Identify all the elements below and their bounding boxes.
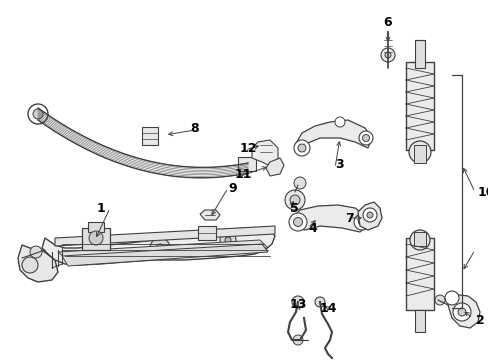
- Polygon shape: [294, 120, 371, 155]
- Circle shape: [358, 219, 365, 225]
- Circle shape: [220, 232, 236, 248]
- Circle shape: [28, 104, 48, 124]
- Polygon shape: [55, 226, 274, 246]
- Bar: [413, 232, 425, 246]
- Text: 6: 6: [383, 15, 391, 28]
- Circle shape: [285, 190, 305, 210]
- Bar: [413, 145, 425, 163]
- Circle shape: [414, 147, 424, 157]
- Circle shape: [362, 135, 369, 141]
- Text: 2: 2: [475, 314, 484, 327]
- Circle shape: [334, 117, 345, 127]
- Circle shape: [358, 131, 372, 145]
- Circle shape: [289, 195, 299, 205]
- Circle shape: [288, 213, 306, 231]
- Circle shape: [292, 335, 303, 345]
- Text: 8: 8: [190, 122, 198, 135]
- Polygon shape: [18, 245, 58, 282]
- Polygon shape: [251, 140, 278, 166]
- Bar: [414, 310, 424, 332]
- Polygon shape: [265, 158, 284, 176]
- Bar: [238, 157, 256, 171]
- Circle shape: [156, 244, 163, 252]
- Text: 5: 5: [289, 202, 298, 215]
- Text: 12: 12: [240, 141, 257, 154]
- Text: 1: 1: [96, 202, 105, 215]
- Text: 13: 13: [289, 298, 306, 311]
- Bar: [198, 226, 216, 240]
- Circle shape: [366, 212, 372, 218]
- Text: 3: 3: [334, 158, 343, 171]
- Text: 14: 14: [319, 302, 336, 315]
- Circle shape: [22, 257, 38, 273]
- Circle shape: [353, 214, 369, 230]
- Text: 10: 10: [477, 185, 488, 198]
- Circle shape: [90, 240, 110, 260]
- Circle shape: [415, 236, 423, 244]
- Circle shape: [30, 246, 42, 258]
- Circle shape: [434, 295, 444, 305]
- Circle shape: [409, 230, 429, 250]
- Text: 4: 4: [307, 221, 316, 234]
- Circle shape: [150, 238, 170, 258]
- Circle shape: [33, 109, 43, 119]
- Polygon shape: [200, 210, 220, 220]
- Circle shape: [293, 177, 305, 189]
- Text: 7: 7: [345, 211, 353, 225]
- Circle shape: [224, 237, 230, 243]
- Circle shape: [314, 297, 325, 307]
- Text: 9: 9: [227, 181, 236, 194]
- Circle shape: [457, 308, 465, 316]
- Polygon shape: [357, 202, 381, 230]
- Bar: [414, 40, 424, 68]
- Polygon shape: [58, 240, 267, 262]
- Circle shape: [452, 303, 470, 321]
- Bar: [405, 62, 433, 150]
- Circle shape: [444, 291, 458, 305]
- Circle shape: [384, 52, 390, 58]
- Circle shape: [380, 48, 394, 62]
- Circle shape: [293, 140, 309, 156]
- Polygon shape: [291, 205, 367, 232]
- Circle shape: [293, 217, 302, 226]
- Circle shape: [362, 208, 376, 222]
- Bar: [142, 127, 158, 145]
- Text: 11: 11: [235, 168, 252, 181]
- Bar: [405, 238, 433, 310]
- Circle shape: [96, 246, 104, 254]
- Circle shape: [291, 296, 304, 308]
- Circle shape: [297, 144, 305, 152]
- Polygon shape: [42, 228, 274, 265]
- Polygon shape: [62, 244, 267, 266]
- Bar: [88, 222, 104, 232]
- Circle shape: [89, 231, 103, 245]
- Polygon shape: [447, 295, 479, 328]
- Bar: [82, 228, 110, 250]
- Circle shape: [408, 141, 430, 163]
